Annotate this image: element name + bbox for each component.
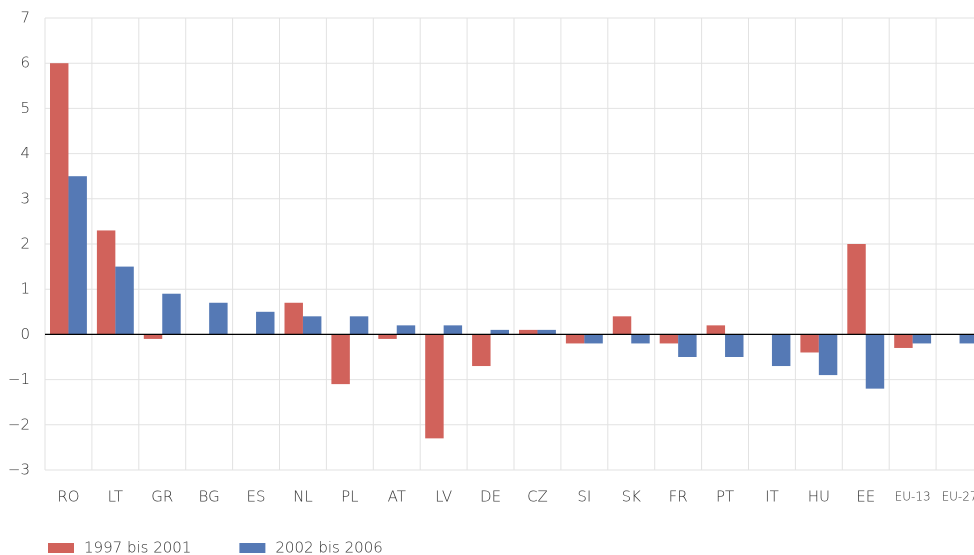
bar — [818, 334, 838, 376]
y-tick-label: 1 — [20, 280, 30, 298]
x-tick-label: NL — [293, 488, 313, 506]
bar — [302, 316, 322, 335]
bar — [912, 334, 932, 344]
y-tick-label: 0 — [20, 325, 30, 343]
x-tick-label: EU-27 — [942, 490, 974, 504]
bar — [472, 334, 491, 367]
bar — [96, 230, 116, 335]
x-tick-label: LV — [435, 488, 452, 506]
bar — [115, 266, 134, 335]
x-tick-label: PT — [716, 488, 734, 506]
bar — [331, 334, 350, 385]
x-tick-label: CZ — [527, 488, 548, 506]
bar — [284, 302, 303, 335]
bar — [771, 334, 791, 367]
y-tick-label: 5 — [20, 99, 30, 117]
bar — [68, 176, 87, 335]
bar — [519, 329, 538, 335]
bar — [847, 244, 866, 335]
bar — [659, 334, 679, 344]
bar — [378, 334, 397, 339]
y-tick-label: −1 — [8, 370, 30, 388]
bar — [537, 329, 556, 335]
x-tick-label: IT — [765, 488, 779, 506]
bar — [50, 63, 69, 335]
legend-label: 2002 bis 2006 — [275, 539, 382, 555]
bar — [894, 334, 913, 348]
bar — [706, 325, 726, 335]
legend-label: 1997 bis 2001 — [84, 539, 191, 555]
legend-swatch — [48, 543, 74, 553]
y-tick-label: −2 — [8, 415, 30, 433]
bar — [725, 334, 744, 357]
y-tick-label: 3 — [20, 189, 30, 207]
x-tick-label: EE — [856, 488, 875, 506]
bar — [443, 325, 463, 335]
bar — [584, 334, 603, 344]
bar — [865, 334, 885, 389]
bar — [565, 334, 585, 344]
x-tick-label: SK — [622, 488, 642, 506]
bar — [143, 334, 163, 339]
x-tick-label: SI — [577, 488, 591, 506]
y-tick-label: −3 — [8, 461, 30, 479]
x-tick-label: EU-13 — [895, 490, 931, 504]
x-tick-label: AT — [388, 488, 406, 506]
x-tick-label: BG — [199, 488, 220, 506]
x-tick-label: FR — [669, 488, 688, 506]
bar — [800, 334, 819, 353]
bar — [631, 334, 650, 344]
x-tick-label: ES — [247, 488, 266, 506]
x-tick-label: PL — [341, 488, 358, 506]
bar — [959, 334, 974, 344]
bar — [162, 293, 181, 335]
y-tick-label: 4 — [20, 144, 30, 162]
bar — [425, 334, 444, 439]
x-tick-label: HU — [808, 488, 830, 506]
bar — [678, 334, 697, 357]
x-tick-label: DE — [480, 488, 501, 506]
bar — [490, 329, 509, 335]
legend-swatch — [239, 543, 266, 553]
bar — [349, 316, 369, 335]
y-tick-label: 6 — [20, 54, 30, 72]
y-tick-label: 7 — [20, 9, 30, 27]
y-tick-label: 2 — [20, 235, 30, 253]
bar — [256, 311, 275, 335]
bar — [209, 302, 228, 335]
x-tick-label: LT — [108, 488, 123, 506]
x-tick-label: RO — [57, 488, 79, 506]
x-tick-label: GR — [151, 488, 173, 506]
bar — [612, 316, 632, 335]
bar — [396, 325, 416, 335]
